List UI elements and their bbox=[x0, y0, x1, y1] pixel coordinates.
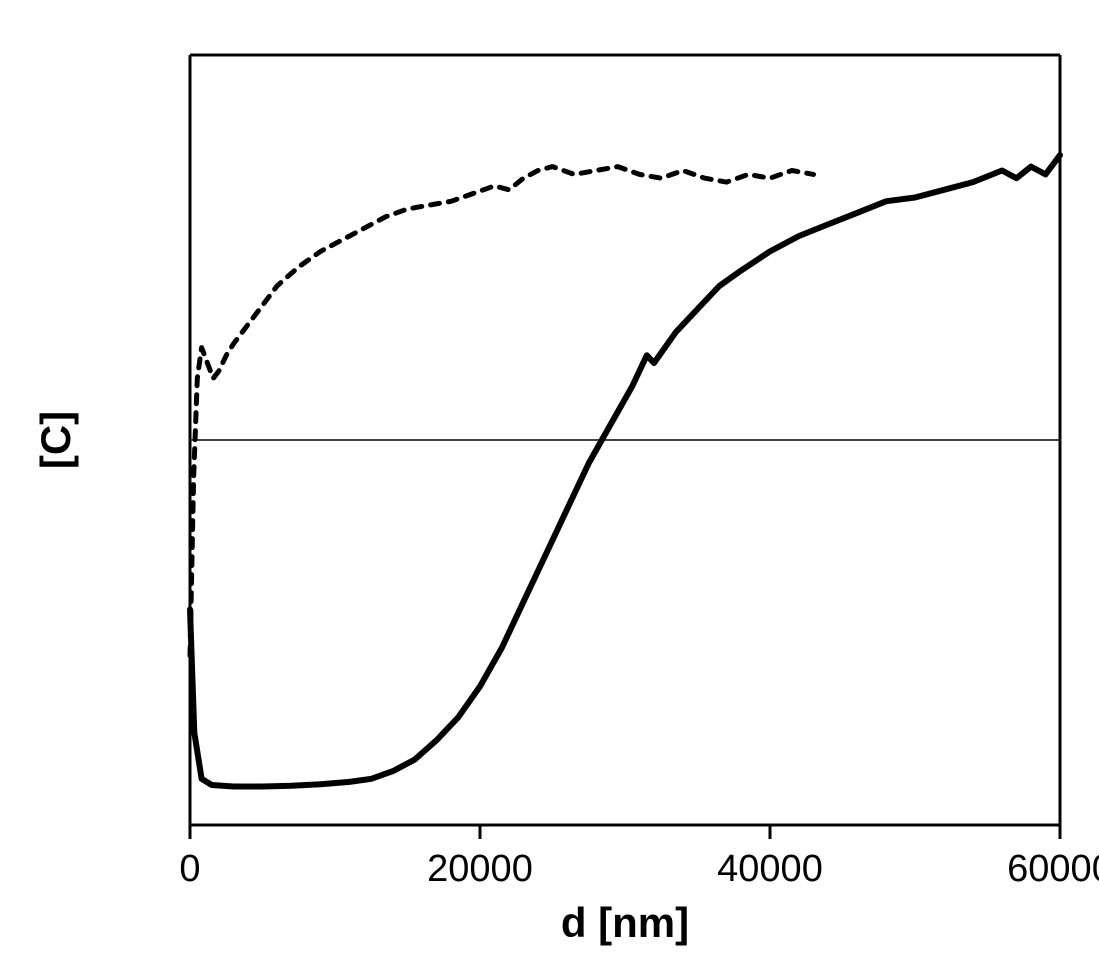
chart-container: 0 20000 40000 60000 d [nm] [C] bbox=[0, 0, 1099, 960]
x-tick-label: 20000 bbox=[427, 848, 533, 890]
x-axis-label: d [nm] bbox=[561, 899, 689, 946]
line-chart: 0 20000 40000 60000 d [nm] [C] bbox=[0, 0, 1099, 960]
x-tick-label: 60000 bbox=[1007, 848, 1099, 890]
x-tick-label: 40000 bbox=[717, 848, 823, 890]
x-tick-label: 0 bbox=[179, 848, 200, 890]
y-axis-label: [C] bbox=[32, 411, 79, 469]
